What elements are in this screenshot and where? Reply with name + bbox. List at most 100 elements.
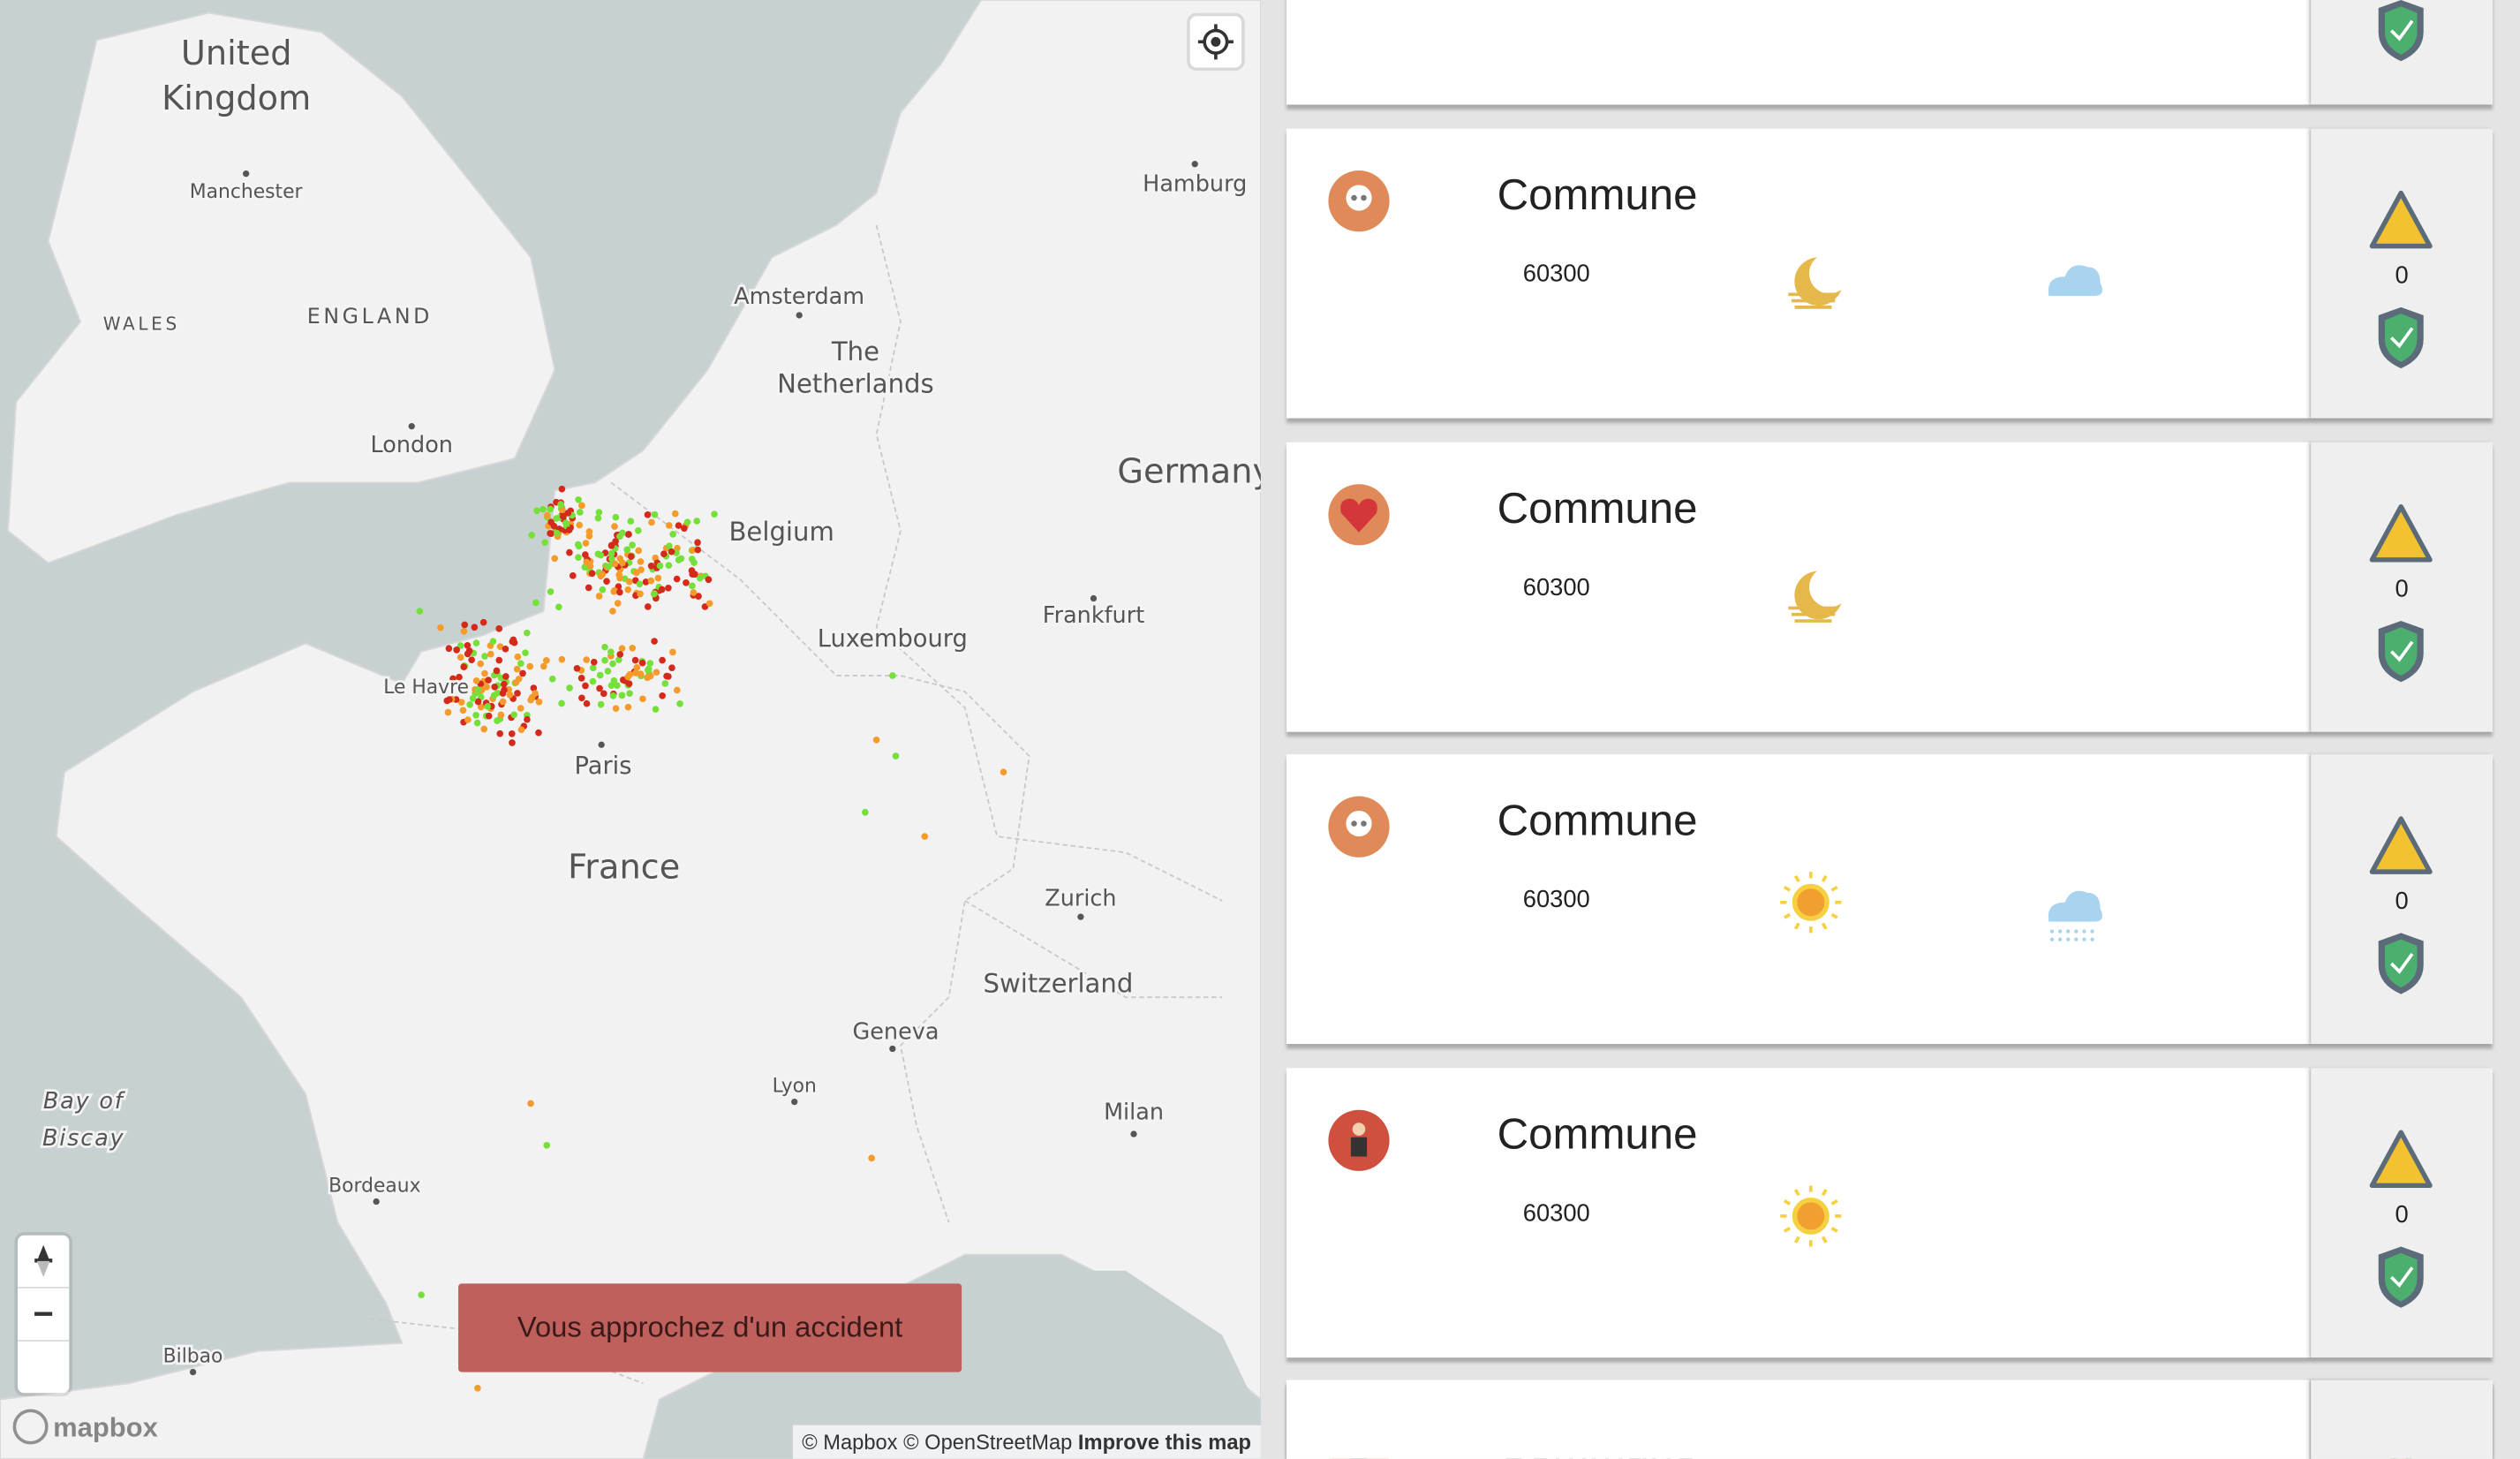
accident-dot — [582, 682, 589, 690]
accident-dot — [484, 703, 492, 710]
compass[interactable] — [18, 1244, 69, 1393]
accident-dot — [653, 669, 660, 677]
accident-dot — [416, 608, 424, 615]
accident-dot — [607, 542, 615, 549]
accident-dot — [665, 673, 672, 680]
accident-dot — [607, 648, 615, 656]
attribution-link[interactable]: © Mapbox — [802, 1430, 898, 1455]
accident-dot — [862, 808, 869, 816]
accident-dot — [577, 675, 585, 682]
accident-dot — [597, 700, 605, 708]
accident-dot — [656, 562, 664, 570]
accident-dot — [673, 686, 681, 694]
accident-dot — [585, 584, 592, 592]
card[interactable]: Commune 60300 0 — [1286, 754, 2494, 1045]
accident-dot — [472, 639, 480, 646]
accident-dot — [513, 665, 521, 673]
accident-dot — [474, 685, 482, 693]
accident-dot — [634, 526, 642, 534]
accident-dot — [596, 684, 603, 692]
map-canvas: United Kingdom Manchester WALES ENGLAND Londo… — [0, 0, 1261, 1459]
accident-dot — [607, 549, 615, 557]
check — [2390, 1266, 2414, 1288]
accident-dot — [614, 600, 622, 607]
accident-dot — [485, 677, 492, 684]
card[interactable]: Commune 60300 0 — [1286, 128, 2494, 419]
accident-dot — [611, 586, 618, 594]
map-label: Lyon — [773, 1076, 817, 1098]
accident-dot — [497, 711, 505, 719]
accident-dot — [528, 532, 535, 539]
accident-dot — [676, 700, 683, 707]
accident-dot — [564, 510, 572, 517]
accident-dot — [559, 512, 567, 520]
accident-dot — [690, 559, 698, 566]
accident-dot — [694, 539, 701, 547]
accident-dot — [437, 624, 444, 631]
accident-dot — [558, 485, 566, 493]
accident-dot — [642, 578, 650, 586]
accident-dot — [548, 675, 556, 683]
card[interactable]: Commune 60300 0 — [1286, 442, 2494, 731]
accident-dot — [506, 691, 514, 699]
accident-dot — [499, 698, 507, 706]
accident-dot — [616, 651, 624, 658]
weather-rain — [2090, 929, 2094, 934]
attribution-link[interactable]: Improve this map — [1077, 1430, 1251, 1455]
accident-dot — [668, 664, 675, 672]
geolocate-button[interactable] — [1189, 16, 1242, 68]
accident-dot — [472, 711, 479, 719]
accident-dot — [483, 684, 490, 691]
accident-dot — [646, 660, 654, 667]
accident-dot — [539, 662, 547, 670]
accident-dot — [601, 643, 608, 651]
accident-dot — [509, 739, 516, 746]
accident-dot — [689, 546, 697, 554]
accident-dot — [582, 540, 590, 547]
accident-dot — [527, 1100, 534, 1107]
weather-sun — [1821, 875, 1828, 883]
accident-dot — [494, 717, 501, 724]
accident-dot — [626, 670, 634, 678]
accident-dot — [647, 562, 655, 570]
weather-rain — [2049, 937, 2055, 942]
accident-dot — [517, 705, 524, 712]
accident-dot — [527, 696, 534, 704]
accident-dot — [695, 593, 702, 600]
accident-dot — [632, 669, 639, 677]
card[interactable] — [1286, 0, 2494, 105]
card[interactable] — [1286, 1380, 2494, 1459]
weather-sun — [1830, 1226, 1838, 1233]
accident-dot — [624, 703, 632, 711]
mapbox-logo[interactable]: mapbox — [12, 1409, 158, 1445]
accident-dot — [616, 588, 623, 596]
accident-dot — [921, 833, 929, 840]
accident-dot — [629, 541, 636, 548]
accident-dot — [418, 1291, 426, 1298]
accident-dot — [496, 730, 504, 737]
avatar-glyph — [1350, 1137, 1368, 1157]
map[interactable]: United Kingdom Manchester WALES ENGLAND Londo… — [0, 0, 1261, 1459]
attribution-link[interactable]: © OpenStreetMap — [903, 1430, 1073, 1455]
card-title: Commune — [1497, 483, 1698, 533]
warning — [2369, 816, 2433, 875]
zoom-out[interactable]: − — [18, 1289, 70, 1342]
weather-rain — [2082, 937, 2086, 942]
accident-dot — [589, 677, 597, 685]
map-label: WALES — [103, 313, 180, 334]
accident-dot — [535, 699, 543, 706]
accident-dot — [566, 548, 573, 556]
accident-dot — [619, 529, 626, 537]
weather-sun — [1783, 1226, 1792, 1233]
shield — [2385, 314, 2418, 362]
accident-dot — [481, 653, 488, 660]
card-code: 60300 — [1522, 573, 1590, 601]
attribution: © Mapbox © OpenStreetMap Improve this ma… — [792, 1425, 1261, 1459]
card[interactable]: Commune 60300 0 — [1286, 1067, 2494, 1357]
map-label: Manchester — [190, 181, 303, 203]
accident-dot — [588, 570, 596, 578]
accident-dot — [599, 571, 607, 578]
map-label: The — [831, 336, 879, 367]
map-label: Bordeaux — [328, 1176, 420, 1198]
geolocate-icon — [1197, 24, 1234, 60]
